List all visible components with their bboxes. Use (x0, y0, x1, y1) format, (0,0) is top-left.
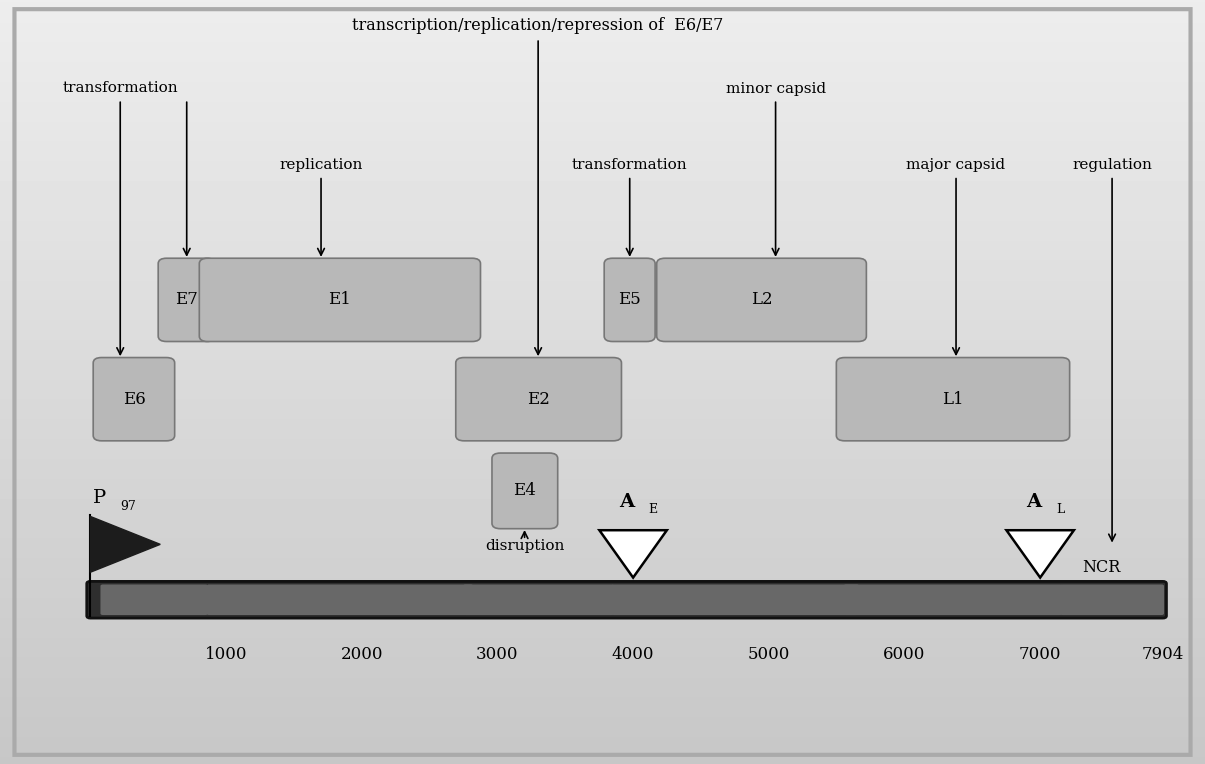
Text: 4000: 4000 (612, 646, 654, 663)
Text: 5000: 5000 (747, 646, 790, 663)
Text: E5: E5 (618, 291, 641, 309)
FancyBboxPatch shape (836, 358, 1070, 441)
FancyBboxPatch shape (604, 258, 656, 342)
Text: E2: E2 (527, 390, 549, 408)
Text: transcription/replication/repression of  E6/E7: transcription/replication/repression of … (352, 18, 724, 34)
Text: E1: E1 (329, 291, 352, 309)
FancyBboxPatch shape (93, 358, 175, 441)
Text: 2000: 2000 (341, 646, 383, 663)
Text: L2: L2 (751, 291, 772, 309)
Text: replication: replication (280, 158, 363, 172)
Text: disruption: disruption (484, 539, 564, 552)
Text: regulation: regulation (1072, 158, 1152, 172)
FancyBboxPatch shape (844, 584, 1063, 615)
Text: E7: E7 (175, 291, 198, 309)
Text: L: L (1056, 503, 1064, 516)
Text: NCR: NCR (1082, 559, 1121, 576)
Text: 7000: 7000 (1019, 646, 1062, 663)
FancyBboxPatch shape (87, 581, 1166, 618)
Text: P: P (93, 489, 106, 507)
FancyBboxPatch shape (1060, 584, 1164, 615)
Text: 97: 97 (120, 500, 136, 513)
Text: 7904: 7904 (1141, 646, 1185, 663)
Text: transformation: transformation (63, 82, 178, 96)
FancyBboxPatch shape (199, 258, 481, 342)
Text: A: A (1027, 493, 1041, 511)
Text: transformation: transformation (572, 158, 688, 172)
Text: 1000: 1000 (205, 646, 247, 663)
Text: E4: E4 (513, 482, 536, 500)
Polygon shape (90, 516, 160, 572)
Text: E6: E6 (123, 390, 146, 408)
Text: 3000: 3000 (476, 646, 518, 663)
Text: A: A (619, 493, 635, 511)
FancyBboxPatch shape (463, 584, 615, 615)
FancyBboxPatch shape (206, 584, 474, 615)
Text: minor capsid: minor capsid (725, 82, 825, 96)
Text: E: E (648, 503, 658, 516)
FancyBboxPatch shape (158, 258, 216, 342)
FancyBboxPatch shape (611, 584, 859, 615)
Text: L1: L1 (942, 390, 964, 408)
FancyBboxPatch shape (455, 358, 622, 441)
FancyBboxPatch shape (492, 453, 558, 529)
Polygon shape (599, 530, 666, 578)
Text: major capsid: major capsid (906, 158, 1006, 172)
FancyBboxPatch shape (100, 584, 208, 615)
FancyBboxPatch shape (657, 258, 866, 342)
Polygon shape (1006, 530, 1074, 578)
Text: 6000: 6000 (883, 646, 925, 663)
